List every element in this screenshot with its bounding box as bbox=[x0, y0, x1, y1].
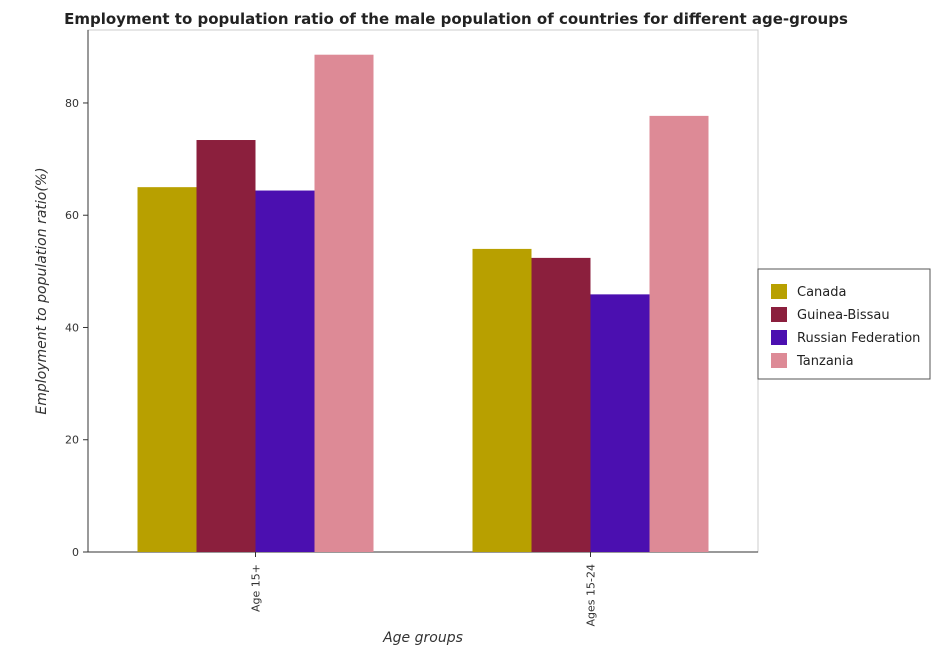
bar-guinea-bissau-0 bbox=[197, 140, 256, 552]
legend-label: Canada bbox=[797, 285, 846, 300]
bar-russian-federation-1 bbox=[591, 294, 650, 552]
legend-swatch bbox=[771, 307, 787, 322]
legend-label: Guinea-Bissau bbox=[797, 308, 890, 323]
legend-label: Tanzania bbox=[796, 354, 854, 369]
legend-swatch bbox=[771, 353, 787, 368]
chart-title: Employment to population ratio of the ma… bbox=[64, 10, 848, 28]
legend: Canada Guinea-Bissau Russian Federation Tan… bbox=[758, 269, 930, 379]
bars bbox=[138, 55, 709, 552]
y-tick-label: 0 bbox=[72, 546, 79, 559]
x-tick-label: Ages 15-24 bbox=[585, 564, 598, 626]
legend-swatch bbox=[771, 284, 787, 299]
x-axis-label: Age groups bbox=[382, 630, 463, 646]
bar-tanzania-0 bbox=[315, 55, 374, 552]
bar-canada-1 bbox=[473, 249, 532, 552]
y-axis: 0 20 40 60 80 bbox=[65, 30, 88, 559]
bar-tanzania-1 bbox=[650, 116, 709, 552]
x-tick-label: Age 15+ bbox=[250, 564, 263, 612]
bar-canada-0 bbox=[138, 187, 197, 552]
y-tick-label: 80 bbox=[65, 97, 79, 110]
bar-russian-federation-0 bbox=[256, 191, 315, 552]
y-tick-label: 40 bbox=[65, 321, 79, 334]
x-axis: Age 15+ Ages 15-24 bbox=[88, 552, 758, 626]
y-axis-label: Employment to population ratio(%) bbox=[34, 167, 50, 414]
bar-guinea-bissau-1 bbox=[532, 258, 591, 552]
legend-label: Russian Federation bbox=[797, 331, 920, 346]
y-tick-label: 60 bbox=[65, 209, 79, 222]
legend-swatch bbox=[771, 330, 787, 345]
y-tick-label: 20 bbox=[65, 434, 79, 447]
